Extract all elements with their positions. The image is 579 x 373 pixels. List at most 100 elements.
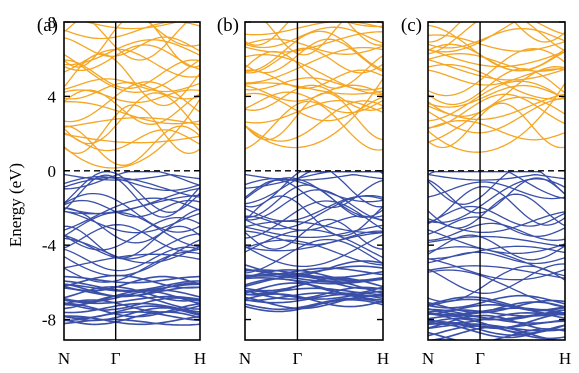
valence-band — [245, 189, 383, 221]
valence-band — [64, 237, 200, 264]
valence-band — [64, 199, 200, 218]
conduction-band — [428, 22, 565, 43]
valence-band — [245, 232, 383, 252]
conduction-band — [428, 53, 565, 72]
conduction-band — [245, 84, 383, 111]
valence-band — [245, 215, 383, 232]
conduction-band — [245, 77, 383, 91]
conduction-band — [245, 53, 383, 96]
panel-2: N Γ H (b) — [217, 15, 389, 368]
valence-band-dense — [64, 305, 200, 319]
kpoint-label: Γ — [111, 349, 121, 368]
panel-frame — [63, 21, 201, 341]
panel-frame — [427, 21, 566, 341]
valence-band — [428, 193, 565, 229]
valence-band — [428, 216, 565, 238]
conduction-band — [64, 39, 200, 66]
valence-band-dense — [64, 297, 200, 311]
conduction-band — [64, 92, 200, 145]
conduction-band — [245, 82, 383, 95]
valence-band-dense — [64, 289, 200, 303]
valence-band — [245, 171, 383, 189]
conduction-band — [64, 59, 200, 89]
conduction-band — [428, 66, 565, 117]
conduction-band — [428, 97, 565, 134]
valence-band-dense — [64, 299, 200, 313]
conduction-band — [428, 59, 565, 81]
valence-band — [428, 222, 565, 241]
conduction-band — [428, 27, 565, 49]
conduction-band — [428, 84, 565, 108]
conduction-band — [245, 47, 383, 74]
valence-band — [428, 265, 565, 303]
y-tick-label: -8 — [42, 311, 56, 330]
valence-band — [245, 234, 383, 268]
valence-band — [428, 269, 565, 308]
conduction-band — [428, 68, 565, 86]
conduction-band — [64, 36, 200, 57]
panel-bands — [428, 22, 565, 340]
valence-band — [428, 185, 565, 226]
valence-band-top — [245, 173, 383, 181]
valence-band — [428, 178, 565, 224]
conduction-band — [64, 104, 200, 155]
conduction-band — [64, 48, 200, 78]
valence-band — [428, 245, 565, 260]
valence-band — [428, 258, 565, 281]
valence-band — [245, 179, 383, 209]
valence-band-dense — [245, 297, 383, 311]
conduction-band — [64, 89, 200, 104]
conduction-band — [64, 81, 200, 100]
conduction-band — [64, 22, 200, 40]
valence-band — [428, 177, 565, 214]
conduction-band — [64, 133, 200, 144]
conduction-band — [245, 30, 383, 72]
valence-band — [245, 238, 383, 274]
conduction-band — [64, 125, 200, 166]
valence-band — [64, 239, 200, 277]
kpoint-label: H — [559, 349, 571, 368]
y-tick-label: 0 — [48, 162, 57, 181]
valence-band — [64, 171, 200, 190]
valence-band-top — [64, 173, 200, 181]
y-axis-label: Energy (eV) — [6, 163, 25, 247]
valence-band — [245, 239, 383, 266]
valence-band — [428, 171, 565, 205]
conduction-band — [245, 26, 383, 49]
conduction-band — [64, 22, 200, 68]
conduction-band — [84, 22, 180, 30]
valence-band — [245, 224, 383, 239]
conduction-band — [428, 24, 565, 72]
valence-band-dense — [64, 311, 200, 326]
valence-band-dense — [245, 299, 383, 313]
valence-band-dense — [428, 294, 565, 309]
conduction-band — [428, 22, 565, 55]
conduction-band — [245, 91, 383, 114]
valence-band — [64, 192, 200, 233]
valence-band — [245, 177, 383, 203]
valence-band — [245, 177, 383, 218]
valence-band — [428, 205, 565, 227]
valence-band — [64, 216, 200, 251]
valence-band — [64, 224, 200, 252]
kpoint-label: Γ — [293, 349, 303, 368]
valence-band — [64, 187, 200, 215]
y-tick-label: 8 — [48, 13, 57, 32]
valence-band — [245, 229, 383, 258]
valence-band — [245, 220, 383, 234]
conduction-band — [428, 102, 565, 149]
conduction-band — [64, 129, 200, 152]
valence-band-dense — [245, 277, 383, 285]
conduction-band — [245, 46, 383, 84]
conduction-band — [245, 99, 383, 124]
conduction-band — [245, 38, 383, 55]
valence-band — [245, 195, 383, 222]
conduction-band — [64, 81, 200, 123]
valence-band-top — [428, 173, 565, 181]
valence-band — [64, 207, 200, 244]
conduction-band — [245, 100, 383, 151]
valence-band — [428, 229, 565, 255]
valence-band-dense — [64, 280, 200, 292]
conduction-band — [428, 22, 516, 53]
